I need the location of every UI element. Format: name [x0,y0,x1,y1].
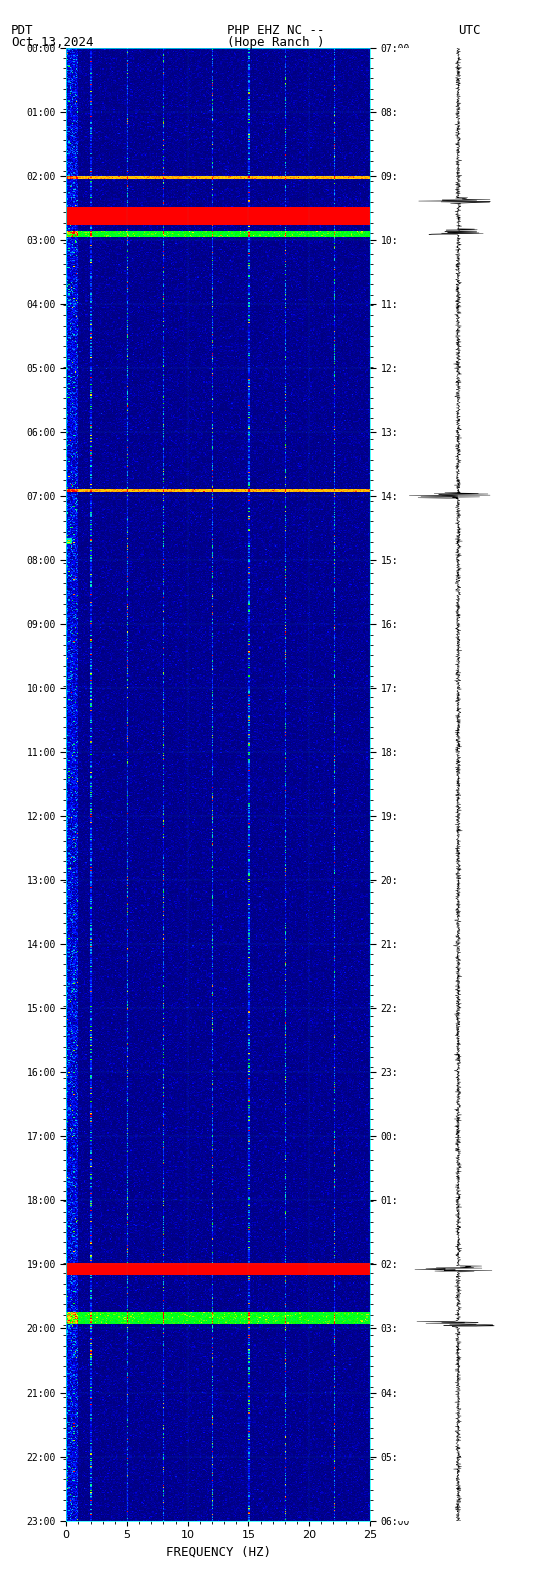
Text: PHP EHZ NC --: PHP EHZ NC -- [227,24,325,36]
Text: UTC: UTC [458,24,480,36]
Text: (Hope Ranch ): (Hope Ranch ) [227,36,325,49]
Text: PDT: PDT [11,24,34,36]
Text: Oct.13,2024: Oct.13,2024 [11,36,93,49]
X-axis label: FREQUENCY (HZ): FREQUENCY (HZ) [166,1546,270,1559]
